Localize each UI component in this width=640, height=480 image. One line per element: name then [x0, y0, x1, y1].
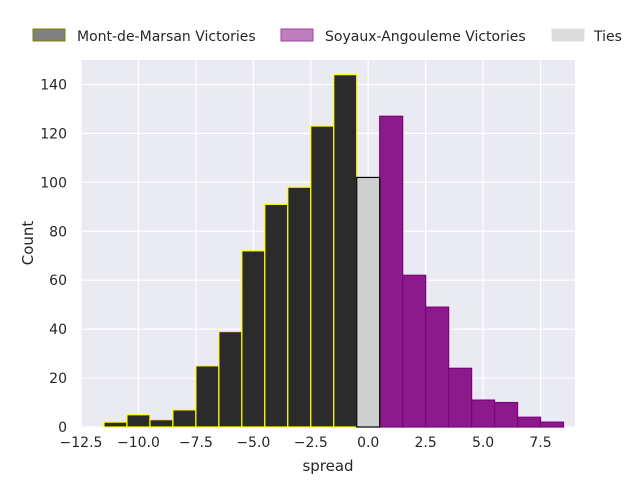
- legend: Mont-de-Marsan Victories Soyaux-Angoulem…: [32, 28, 622, 45]
- bar-mont-de-marsan: [172, 409, 197, 428]
- bar-soyaux-angouleme: [425, 306, 450, 428]
- x-tick-label: −7.5: [179, 435, 213, 451]
- y-tick-label: 100: [40, 175, 67, 191]
- legend-label-soyaux-angouleme: Soyaux-Angouleme Victories: [325, 29, 526, 45]
- x-tick-labels: −12.5 −10.0 −7.5 −5.0 −2.5 0.0 2.5 5.0 7.5: [60, 435, 552, 451]
- bar-mont-de-marsan: [333, 74, 358, 428]
- bar-soyaux-angouleme: [516, 416, 542, 428]
- bar-mont-de-marsan: [310, 125, 335, 428]
- y-tick-label: 120: [40, 126, 67, 142]
- y-tick-label: 0: [58, 420, 67, 436]
- y-tick-label: 60: [49, 273, 67, 289]
- bar-soyaux-angouleme: [539, 421, 565, 428]
- y-axis-label: Count: [19, 221, 37, 266]
- bar-mont-de-marsan: [218, 330, 243, 428]
- bar-mont-de-marsan: [195, 365, 220, 428]
- bar-mont-de-marsan: [287, 186, 312, 428]
- x-tick-label: −5.0: [236, 435, 270, 451]
- x-tick-label: 0.0: [357, 435, 379, 451]
- bar-mont-de-marsan: [103, 421, 128, 428]
- bar-soyaux-angouleme: [493, 401, 519, 428]
- bars: [103, 74, 565, 428]
- x-tick-label: −2.5: [294, 435, 328, 451]
- x-tick-label: 2.5: [415, 435, 437, 451]
- legend-swatch-mont-de-marsan: [32, 28, 66, 42]
- bar-mont-de-marsan: [241, 250, 266, 428]
- bar-soyaux-angouleme: [471, 399, 496, 428]
- bar-soyaux-angouleme: [402, 274, 427, 428]
- bar-soyaux-angouleme: [448, 367, 473, 428]
- bar-ties: [356, 176, 381, 428]
- x-tick-label: −10.0: [117, 435, 160, 451]
- x-tick-label: 5.0: [472, 435, 494, 451]
- bar-mont-de-marsan: [126, 414, 151, 428]
- legend-swatch-soyaux-angouleme: [280, 28, 314, 42]
- x-tick-label: −12.5: [60, 435, 103, 451]
- legend-label-mont-de-marsan: Mont-de-Marsan Victories: [77, 29, 256, 45]
- y-tick-label: 140: [40, 77, 67, 93]
- legend-swatch-ties: [551, 28, 585, 42]
- bar-soyaux-angouleme: [379, 115, 404, 428]
- x-axis-label: spread: [302, 457, 353, 475]
- y-tick-label: 80: [49, 224, 67, 240]
- y-tick-label: 40: [49, 322, 67, 338]
- x-tick-label: 7.5: [529, 435, 551, 451]
- legend-label-ties: Ties: [593, 29, 622, 45]
- y-tick-labels: 0 20 40 60 80 100 120 140: [40, 77, 67, 436]
- bar-mont-de-marsan: [149, 419, 174, 428]
- bar-mont-de-marsan: [264, 203, 289, 428]
- y-tick-label: 20: [49, 371, 67, 387]
